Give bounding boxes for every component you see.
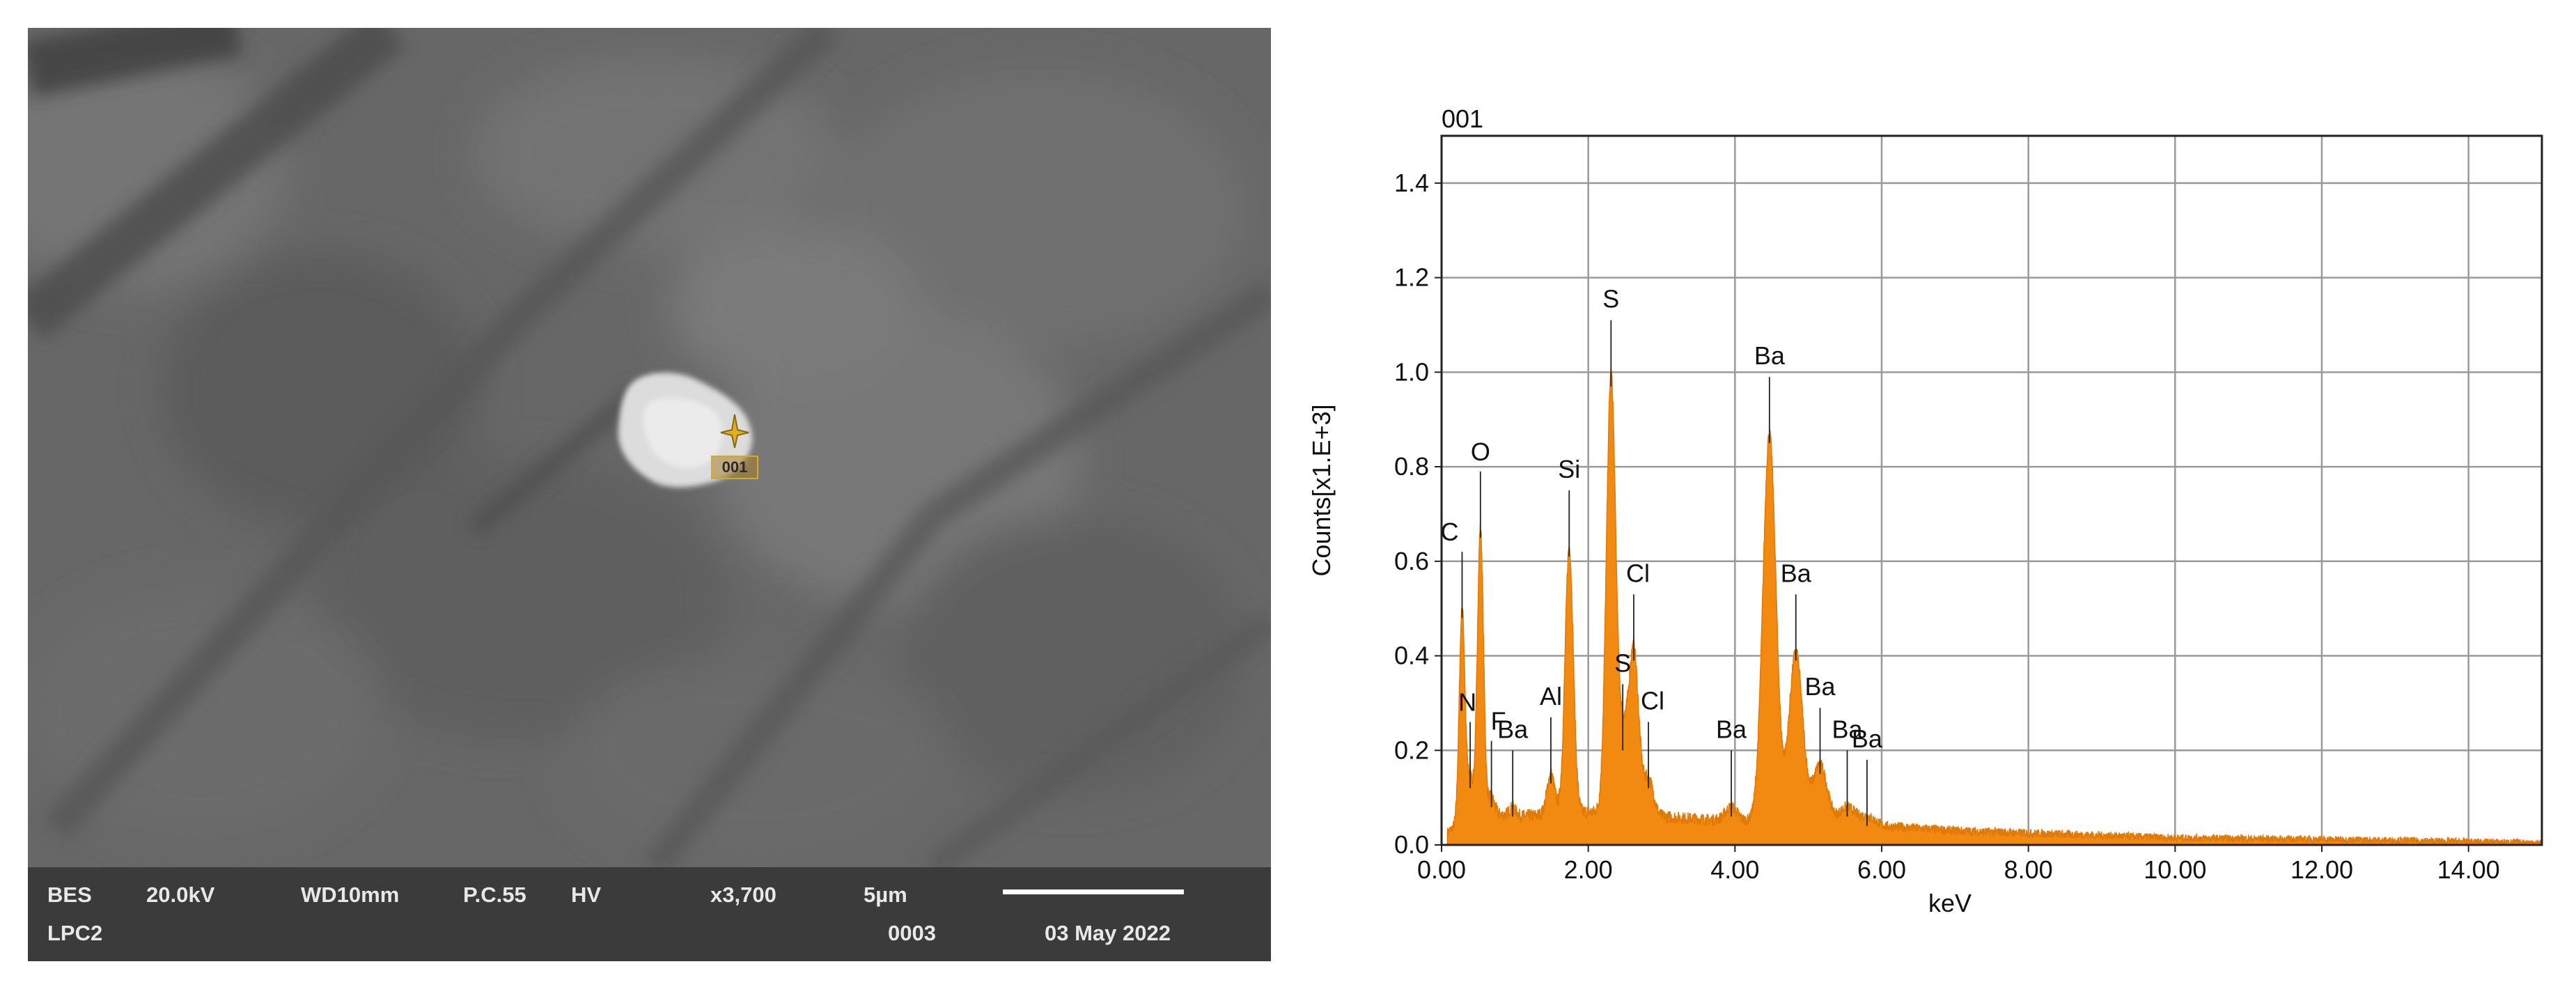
image-number-label: 0003: [888, 921, 936, 945]
sem-micrograph-graphic: [28, 28, 1271, 867]
peak-label: S: [1602, 285, 1619, 313]
eds-spectrum-panel: C N O F Ba Al Si S S Cl Cl Ba Ba Ba Ba Ba Ba 0.00 2.00 4.0…: [1288, 84, 2576, 987]
peak-label: Ba: [1781, 559, 1812, 587]
y-tick-label: 0.0: [1394, 830, 1429, 859]
y-tick-label: 1.4: [1394, 169, 1429, 197]
x-tick-label: 4.00: [1710, 855, 1759, 884]
y-tick-label: 0.4: [1394, 642, 1429, 670]
chart-title: 001: [1442, 104, 1483, 133]
peak-label: Si: [1558, 455, 1580, 483]
scale-label: 5µm: [864, 883, 907, 907]
peak-label: N: [1458, 688, 1476, 717]
chart-grid: [1442, 136, 2542, 845]
vacuum-label: HV: [571, 883, 602, 907]
peak-label: F: [1491, 707, 1506, 736]
x-tick-label: 6.00: [1857, 855, 1906, 884]
peak-label: Cl: [1641, 687, 1664, 715]
x-tick-label: 14.00: [2437, 855, 2500, 884]
peak-label: S: [1614, 648, 1631, 677]
plot-frame: [1440, 134, 2543, 846]
voltage-label: 20.0kV: [146, 883, 215, 907]
peak-label: Ba: [1852, 724, 1883, 753]
spectrum-area: [1446, 369, 2543, 846]
scale-bar: [1003, 889, 1184, 894]
sem-info-bar: BES LPC2 20.0kV WD10mm P.C.55 HV x3,700 …: [28, 867, 1271, 961]
probe-current-label: P.C.55: [463, 883, 526, 907]
x-axis-title: keV: [1928, 889, 1972, 917]
peak-label: O: [1471, 437, 1490, 466]
axis-ticks: 0.00 2.00 4.00 6.00 8.00 10.00 12.00 14.00 0.0 0.…: [1394, 169, 2500, 884]
x-tick-label: 12.00: [2290, 855, 2353, 884]
x-tick-label: 2.00: [1564, 855, 1613, 884]
sem-panel: 001 BES LPC2 20.0kV WD10mm P.C.55 HV x3,…: [28, 28, 1271, 961]
y-axis-title: Counts[x1.E+3]: [1307, 404, 1336, 576]
x-tick-label: 8.00: [2004, 855, 2053, 884]
crosshair-icon: [720, 414, 749, 449]
y-tick-label: 0.8: [1394, 452, 1429, 481]
peak-label: Ba: [1497, 715, 1529, 743]
magnification-label: x3,700: [710, 883, 776, 907]
x-tick-label: 0.00: [1417, 855, 1466, 884]
working-distance-label: WD10mm: [301, 883, 400, 907]
mode-label: LPC2: [47, 921, 103, 945]
y-tick-label: 1.0: [1394, 357, 1429, 386]
y-tick-label: 0.2: [1394, 736, 1429, 764]
sem-micrograph: 001: [28, 28, 1271, 867]
detector-label: BES: [47, 883, 92, 907]
peak-label: Ba: [1832, 715, 1863, 743]
x-tick-label: 10.00: [2144, 855, 2206, 884]
peak-label: Ba: [1716, 715, 1747, 743]
peak-label: C: [1440, 518, 1458, 546]
y-tick-label: 0.6: [1394, 547, 1429, 575]
peak-label: Ba: [1804, 672, 1836, 701]
peak-label: Al: [1540, 682, 1562, 710]
peak-label: Ba: [1754, 341, 1786, 370]
peak-label: Cl: [1626, 559, 1650, 587]
analysis-point-label: 001: [711, 456, 758, 479]
date-label: 03 May 2022: [1045, 921, 1171, 945]
y-tick-label: 1.2: [1394, 263, 1429, 292]
